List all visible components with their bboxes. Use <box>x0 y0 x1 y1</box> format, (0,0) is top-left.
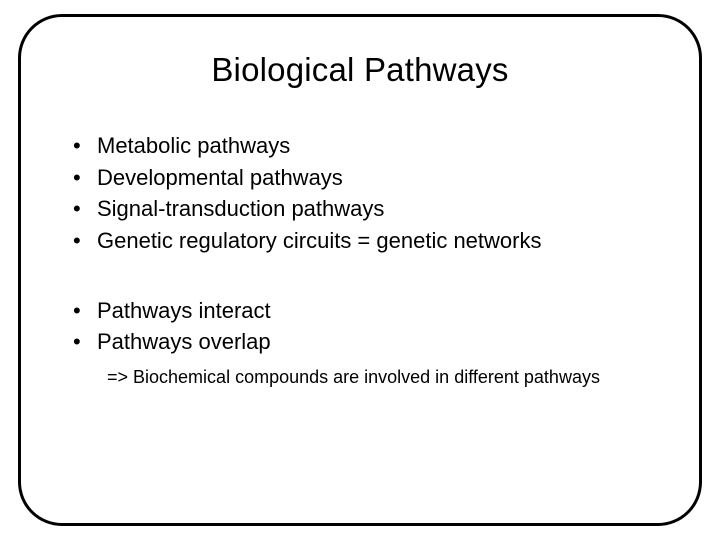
bullet-group-1: • Metabolic pathways • Developmental pat… <box>69 131 655 256</box>
list-item: • Pathways overlap <box>69 327 655 357</box>
list-item: • Metabolic pathways <box>69 131 655 161</box>
bullet-icon: • <box>69 226 97 256</box>
list-item-label: Developmental pathways <box>97 163 655 193</box>
bullet-group-2: • Pathways interact • Pathways overlap <box>69 296 655 357</box>
slide-title: Biological Pathways <box>65 51 655 89</box>
list-item: • Developmental pathways <box>69 163 655 193</box>
bullet-icon: • <box>69 327 97 357</box>
bullet-icon: • <box>69 163 97 193</box>
slide-frame: Biological Pathways • Metabolic pathways… <box>18 14 702 526</box>
bullet-icon: • <box>69 131 97 161</box>
list-item-label: Pathways overlap <box>97 327 655 357</box>
list-item-label: Metabolic pathways <box>97 131 655 161</box>
list-item-label: Pathways interact <box>97 296 655 326</box>
sub-note: => Biochemical compounds are involved in… <box>107 367 655 388</box>
list-item: • Genetic regulatory circuits = genetic … <box>69 226 655 256</box>
list-item: • Pathways interact <box>69 296 655 326</box>
list-item-label: Signal-transduction pathways <box>97 194 655 224</box>
spacer <box>65 258 655 296</box>
bullet-icon: • <box>69 194 97 224</box>
list-item-label: Genetic regulatory circuits = genetic ne… <box>97 226 655 256</box>
bullet-icon: • <box>69 296 97 326</box>
list-item: • Signal-transduction pathways <box>69 194 655 224</box>
